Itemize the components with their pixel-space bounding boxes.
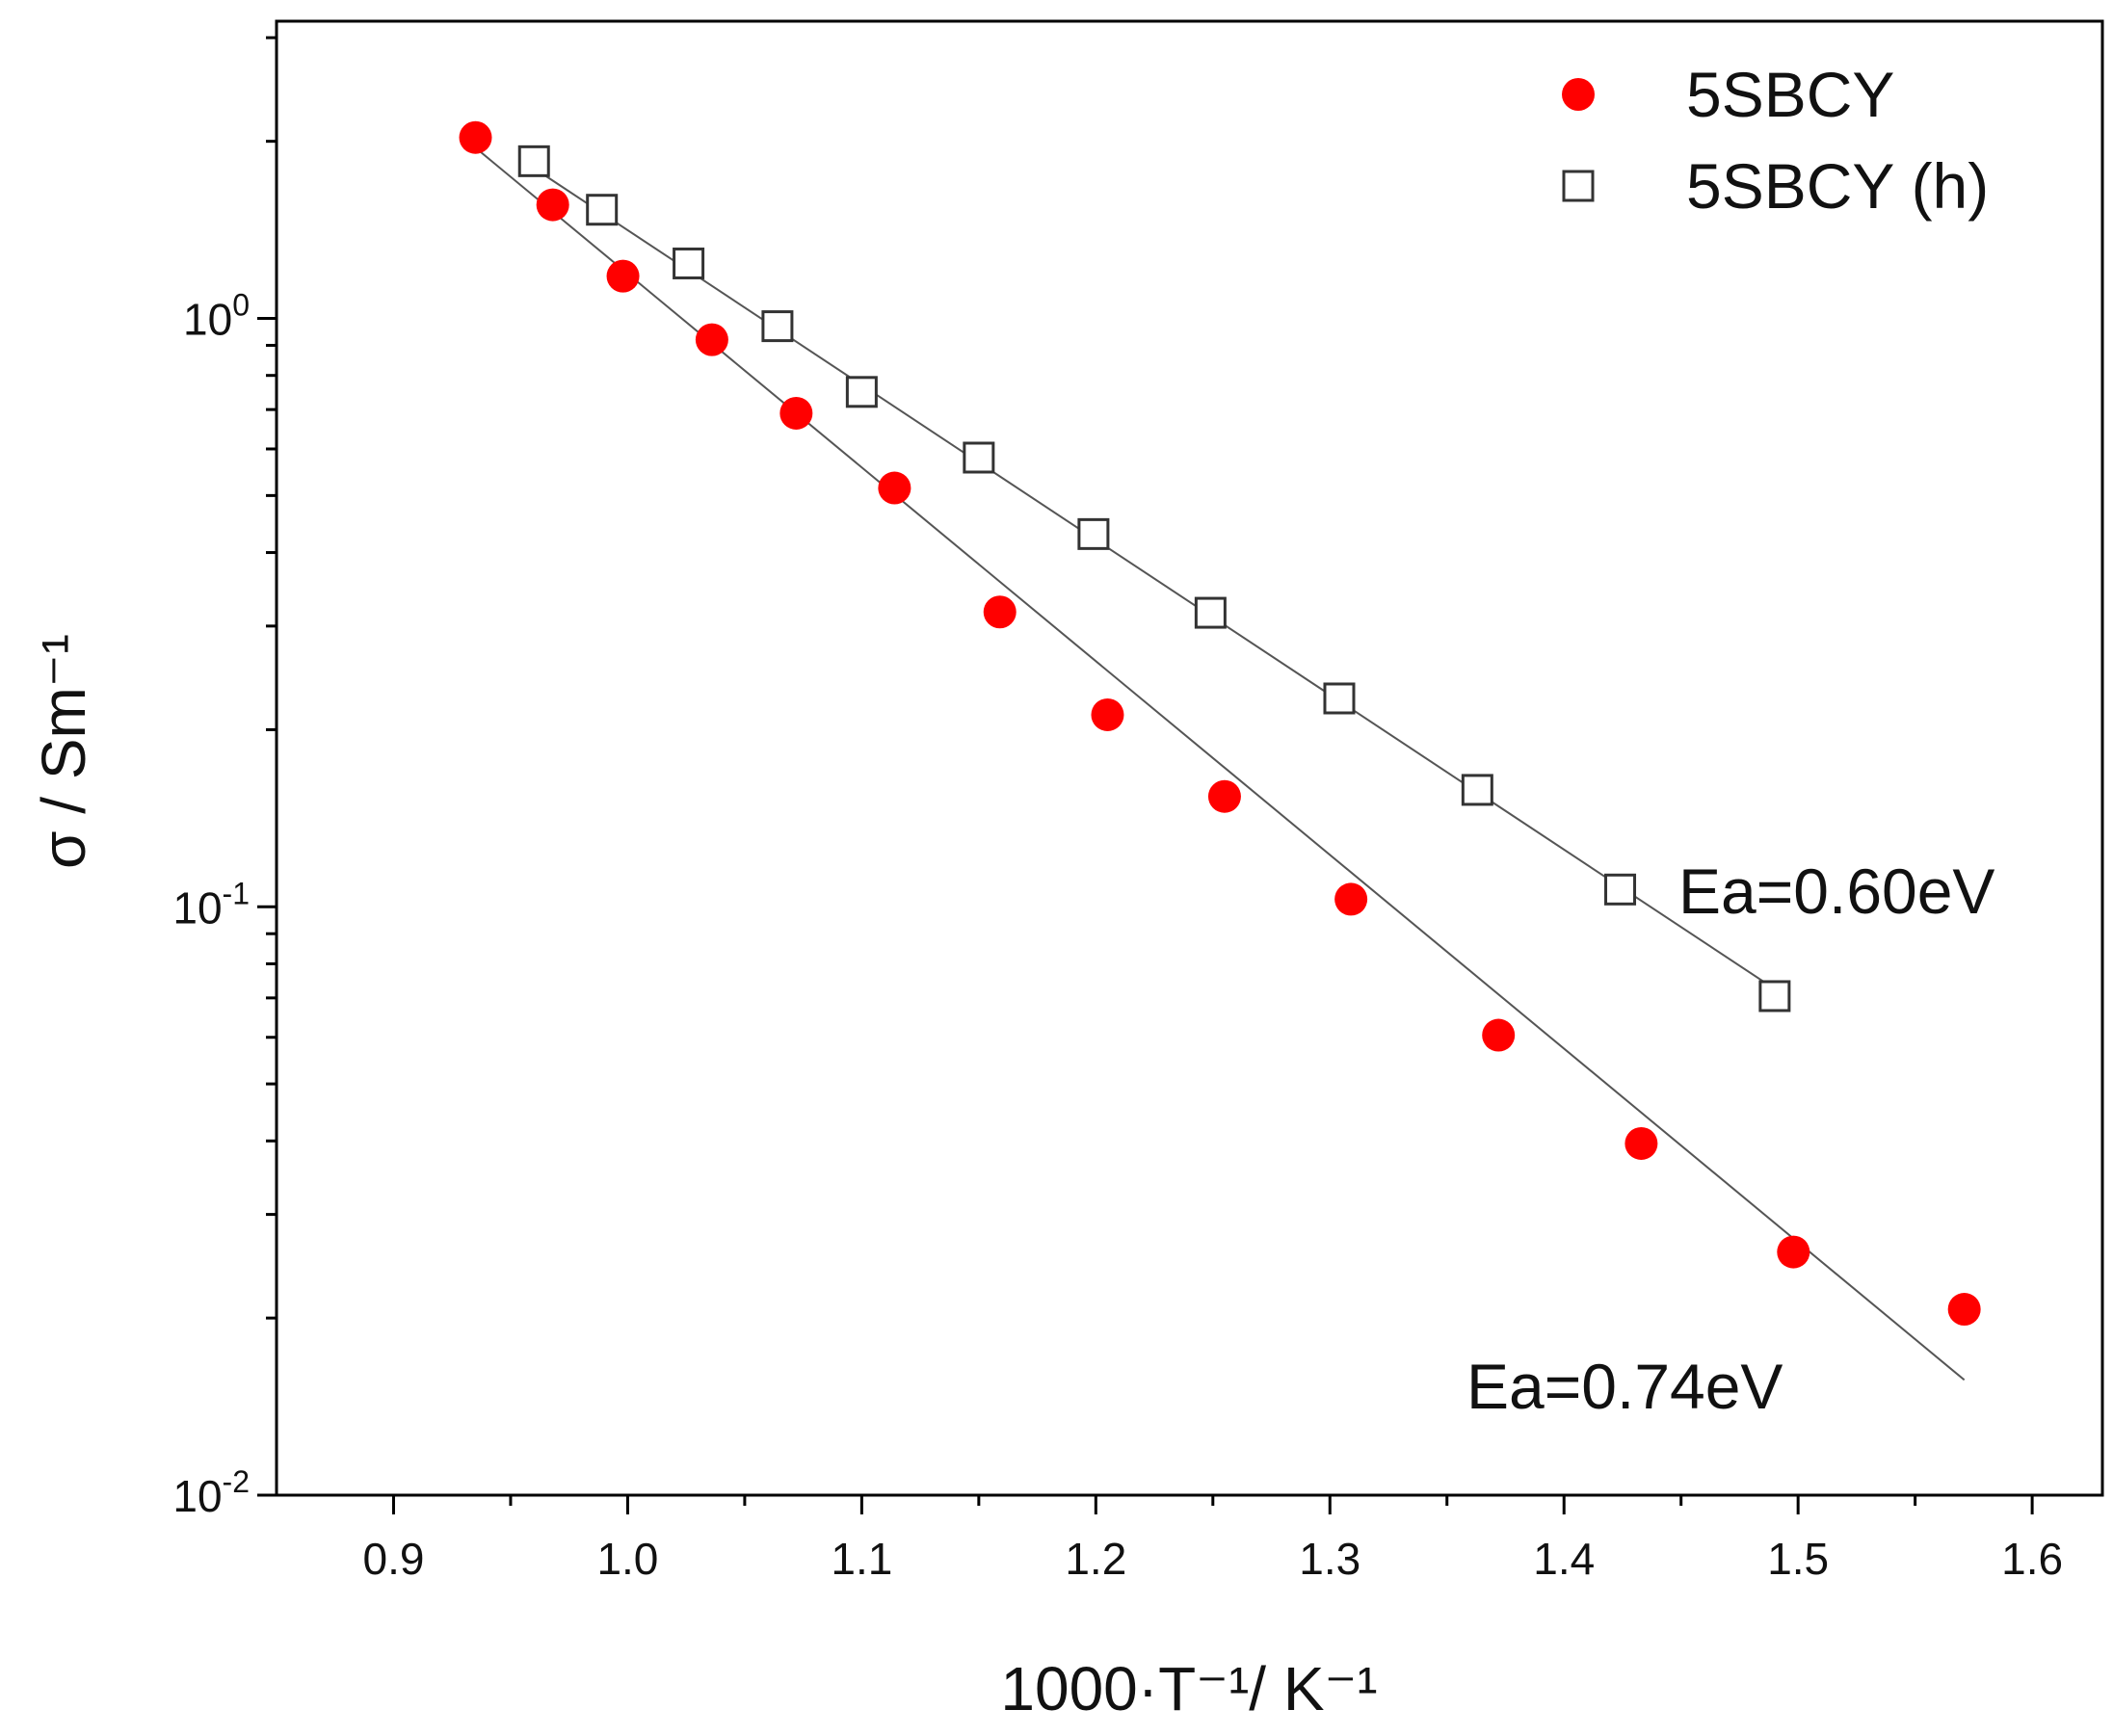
data-point-5sbcy — [1091, 697, 1124, 731]
legend: 5SBCY 5SBCY (h) — [1562, 59, 1989, 222]
y-tick-label: 100 — [183, 288, 250, 345]
x-tick-label: 1.2 — [1065, 1534, 1126, 1584]
x-axis: 0.9 1.0 1.1 1.2 1.3 1.4 1.5 1.6 — [362, 1495, 2063, 1584]
data-point-5sbcy-h — [1077, 517, 1110, 550]
series-points — [459, 120, 1981, 1327]
x-axis-title: 1000·T⁻¹/ K⁻¹ — [1000, 1654, 1377, 1723]
x-tick-label: 1.3 — [1299, 1534, 1360, 1584]
fit-line — [533, 167, 1776, 990]
data-point-5sbcy — [1947, 1293, 1981, 1327]
data-point-5sbcy — [1482, 1018, 1516, 1052]
y-axis: 100 10-1 10-2 — [172, 36, 277, 1521]
x-tick-label: 1.1 — [831, 1534, 892, 1584]
fit-line — [474, 146, 1966, 1381]
data-point-5sbcy-h — [1461, 774, 1493, 806]
data-point-5sbcy — [983, 595, 1017, 629]
data-point-5sbcy — [1777, 1235, 1810, 1269]
x-tick-label: 1.6 — [2001, 1534, 2063, 1584]
data-point-5sbcy-h — [1758, 980, 1791, 1013]
data-point-5sbcy — [878, 471, 911, 505]
y-axis-title: σ / Sm⁻¹ — [29, 634, 98, 869]
annotation-ea-060: Ea=0.60eV — [1678, 855, 1994, 927]
data-point-5sbcy — [695, 323, 728, 356]
legend-label-5sbcy: 5SBCY — [1686, 59, 1894, 130]
data-point-5sbcy-h — [1194, 596, 1227, 629]
annotation-ea-074: Ea=0.74eV — [1466, 1351, 1783, 1422]
data-point-5sbcy-h — [586, 194, 619, 226]
data-point-5sbcy-h — [963, 441, 995, 474]
data-point-5sbcy-h — [1604, 873, 1637, 906]
data-point-5sbcy — [606, 259, 640, 293]
data-point-5sbcy-h — [845, 376, 878, 408]
data-point-5sbcy-h — [1323, 682, 1356, 715]
data-point-5sbcy-h — [761, 310, 794, 343]
legend-label-5sbcy-h: 5SBCY (h) — [1686, 150, 1989, 222]
data-point-5sbcy — [1334, 882, 1368, 916]
plot-frame — [275, 19, 2104, 1497]
y-tick-label: 10-1 — [172, 876, 250, 933]
data-point-5sbcy-h — [517, 145, 550, 177]
y-tick-label: 10-2 — [172, 1464, 250, 1521]
data-point-5sbcy — [779, 396, 813, 430]
x-tick-label: 1.4 — [1533, 1534, 1595, 1584]
legend-marker-5sbcy-h — [1562, 170, 1595, 202]
x-tick-label: 0.9 — [362, 1534, 424, 1584]
data-point-5sbcy — [536, 188, 569, 222]
data-point-5sbcy — [1624, 1126, 1658, 1160]
x-tick-label: 1.0 — [596, 1534, 658, 1584]
data-point-5sbcy-h — [673, 247, 705, 279]
x-tick-label: 1.5 — [1767, 1534, 1829, 1584]
data-point-5sbcy — [459, 120, 492, 154]
data-point-5sbcy — [1207, 779, 1241, 813]
legend-marker-5sbcy — [1562, 78, 1595, 111]
fit-lines — [474, 146, 1966, 1381]
